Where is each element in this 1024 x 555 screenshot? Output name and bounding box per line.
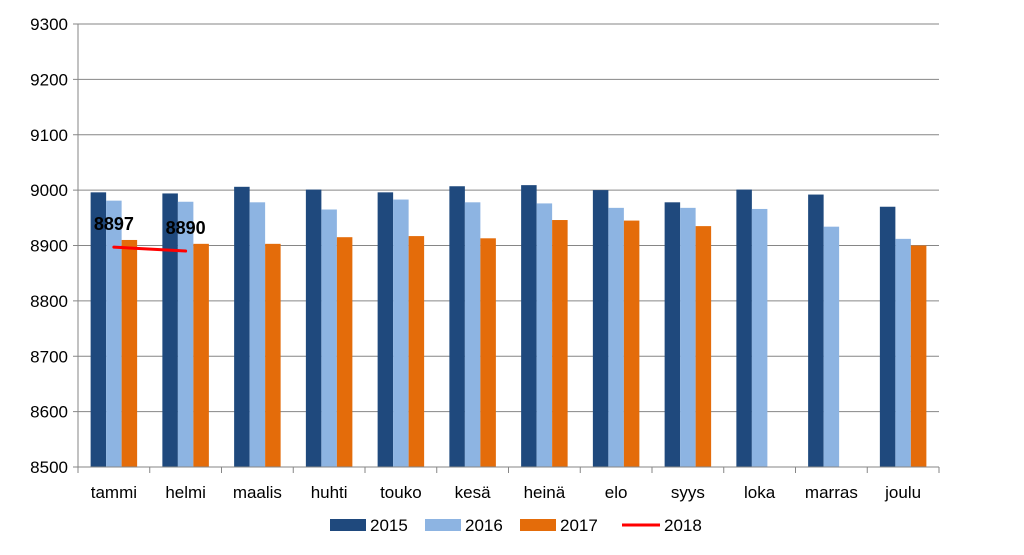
bar-2016-loka <box>751 208 768 467</box>
x-tick-label: loka <box>744 483 776 502</box>
bar-2017-helmi <box>193 243 209 467</box>
bar-2015-syys <box>664 202 681 467</box>
x-tick-label: helmi <box>165 483 206 502</box>
bar-2015-huhti <box>305 189 322 468</box>
legend-label: 2016 <box>465 516 503 535</box>
y-tick-label: 9000 <box>30 181 68 200</box>
legend-label: 2017 <box>560 516 598 535</box>
x-tick-label: elo <box>605 483 628 502</box>
x-tick-label: joulu <box>884 483 921 502</box>
legend-swatch <box>425 519 461 531</box>
legend-label: 2015 <box>370 516 408 535</box>
x-tick-label: heinä <box>524 483 566 502</box>
y-tick-label: 8600 <box>30 403 68 422</box>
legend-item-2018: 2018 <box>622 516 702 535</box>
y-tick-label: 8700 <box>30 347 68 366</box>
legend-item-2017: 2017 <box>520 516 598 535</box>
axes <box>73 23 940 473</box>
line-series <box>112 245 188 253</box>
bar-2015-tammi <box>90 192 107 467</box>
legend-swatch <box>520 519 556 531</box>
bar-2015-kesä <box>449 186 465 467</box>
legend-label: 2018 <box>664 516 702 535</box>
data-label: 8890 <box>166 218 206 238</box>
legend-item-2015: 2015 <box>330 516 408 535</box>
line-series-2018 <box>112 245 188 253</box>
bar-2016-syys <box>680 207 696 467</box>
bar-2017-joulu <box>910 245 927 467</box>
bar-2017-elo <box>623 220 640 467</box>
data-label: 8897 <box>94 214 134 234</box>
bar-2015-elo <box>592 190 609 467</box>
y-tick-label: 8900 <box>30 237 68 256</box>
x-tick-label: touko <box>380 483 422 502</box>
bar-2016-huhti <box>321 209 337 467</box>
gridlines <box>78 23 939 413</box>
bar-2017-tammi <box>121 239 138 467</box>
y-tick-label: 9100 <box>30 126 68 145</box>
bar-2015-joulu <box>879 206 896 468</box>
bar-2016-heinä <box>536 203 553 468</box>
legend-item-2016: 2016 <box>425 516 503 535</box>
x-tick-label: tammi <box>91 483 137 502</box>
x-tick-label: maalis <box>233 483 282 502</box>
bar-2016-joulu <box>895 238 911 467</box>
y-tick-label: 8800 <box>30 292 68 311</box>
bar-2015-heinä <box>521 185 537 468</box>
y-tick-label: 9200 <box>30 70 68 89</box>
bar-2015-touko <box>377 192 394 467</box>
x-tick-label: syys <box>671 483 705 502</box>
bar-2015-maalis <box>234 186 250 468</box>
y-axis-tick-labels: 8500 8600 8700 8800 8900 9000 9100 9200 9300 <box>30 15 68 477</box>
bar-2016-elo <box>608 207 624 467</box>
bar-2016-marras <box>823 226 840 467</box>
bar-2017-kesä <box>480 238 496 467</box>
bar-2015-loka <box>736 189 752 468</box>
bar-2017-syys <box>695 226 712 467</box>
bar-2017-maalis <box>265 243 281 467</box>
bar-2016-helmi <box>177 201 194 467</box>
x-axis-category-labels: tammi helmi maalis huhti touko kesä heinä elo sy… <box>91 483 921 502</box>
bar-2016-kesä <box>464 202 481 467</box>
legend: 2015 2016 2017 2018 <box>330 516 702 535</box>
bar-2017-heinä <box>552 220 568 467</box>
bar-2017-huhti <box>336 237 353 467</box>
bar-2015-marras <box>808 194 824 467</box>
x-tick-label: kesä <box>455 483 491 502</box>
data-labels: 8897 8890 <box>94 214 206 238</box>
bar-2016-tammi <box>106 200 122 468</box>
legend-swatch <box>330 519 366 531</box>
bars <box>90 185 927 468</box>
y-tick-label: 9300 <box>30 15 68 34</box>
x-tick-label: marras <box>805 483 858 502</box>
x-tick-label: huhti <box>311 483 348 502</box>
y-tick-label: 8500 <box>30 458 68 477</box>
bar-2017-touko <box>408 236 425 467</box>
bar-2016-maalis <box>249 202 266 467</box>
bar-2015-helmi <box>162 193 178 467</box>
bar-2016-touko <box>393 199 409 467</box>
